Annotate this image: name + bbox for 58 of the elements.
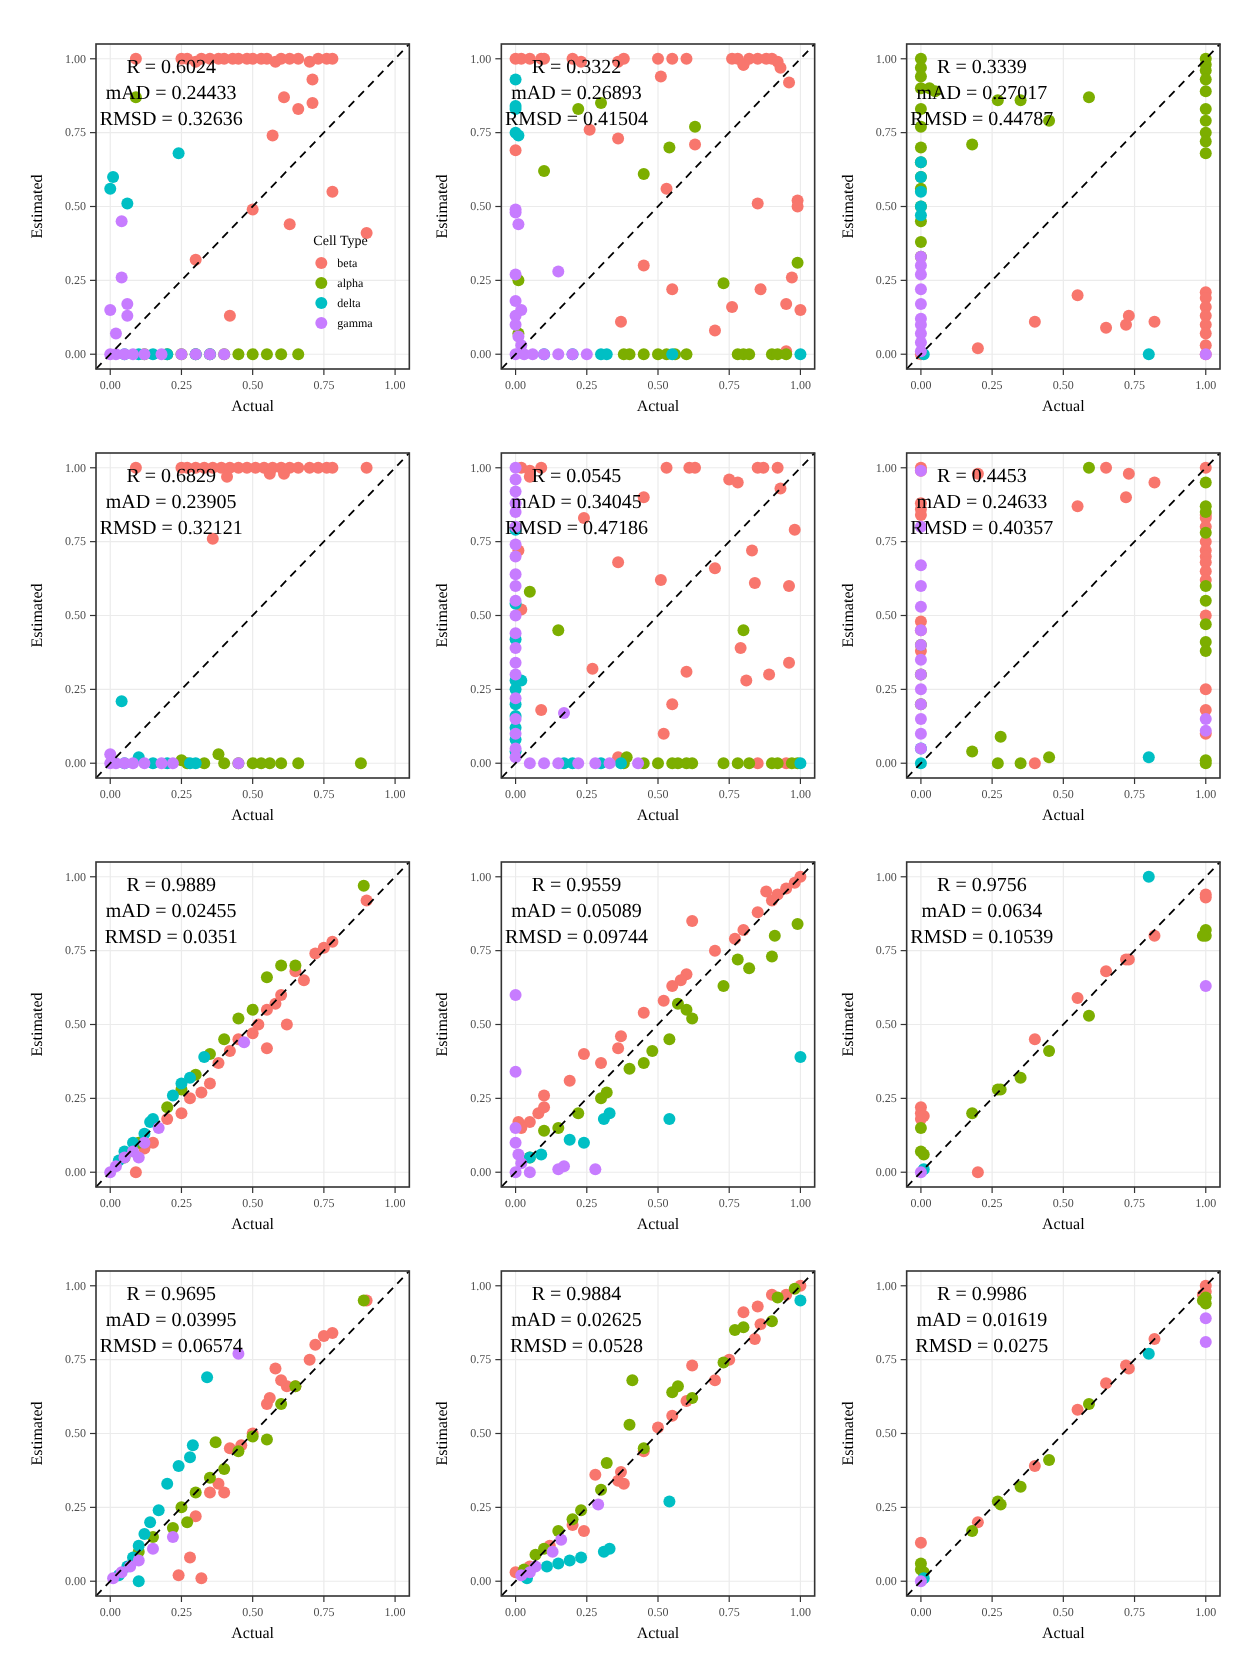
annotation: RMSD = 0.10539 (910, 927, 1054, 950)
annotation: R = 0.9986 (937, 1284, 1027, 1307)
annotation: R = 0.0545 (531, 466, 622, 489)
y-axis-title: Estimated (433, 992, 452, 1057)
x-axis-title: Actual (1042, 806, 1087, 824)
y-axis-title: Estimated (28, 174, 46, 239)
x-axis-title: Actual (636, 1215, 681, 1233)
annotation: mAD = 0.26893 (511, 83, 642, 106)
annotation: R = 0.6829 (126, 466, 217, 489)
annotation: mAD = 0.0634 (921, 901, 1043, 924)
annotation: RMSD = 0.0275 (915, 1336, 1049, 1359)
y-axis-title: Estimated (433, 1401, 452, 1466)
annotation: R = 0.3322 (531, 57, 622, 80)
y-axis-title: Estimated (433, 174, 452, 239)
y-axis-title: Estimated (28, 1401, 46, 1466)
y-axis-title: Estimated (433, 583, 452, 648)
annotation: R = 0.9884 (531, 1284, 622, 1307)
annotation: RMSD = 0.32636 (99, 109, 243, 132)
annotation: RMSD = 0.47186 (505, 518, 649, 541)
x-axis-title: Actual (636, 806, 681, 824)
annotation: mAD = 0.34045 (511, 492, 642, 515)
annotation: mAD = 0.23905 (105, 492, 237, 515)
y-axis-title: Estimated (838, 583, 857, 648)
annotation: R = 0.9695 (126, 1284, 217, 1307)
annotation: RMSD = 0.06574 (99, 1336, 243, 1359)
y-axis-title: Estimated (838, 992, 857, 1057)
annotation: mAD = 0.05089 (511, 901, 642, 924)
x-axis-title: Actual (231, 1624, 276, 1642)
annotation: R = 0.9889 (126, 875, 217, 898)
annotation: R = 0.4453 (937, 466, 1027, 489)
y-axis-title: Estimated (28, 992, 46, 1057)
x-axis-title: Actual (231, 397, 276, 415)
x-axis-title: Actual (231, 1215, 276, 1233)
x-axis-title: Actual (636, 397, 681, 415)
annotation: mAD = 0.24433 (105, 83, 237, 106)
x-axis-title: Actual (1042, 1624, 1087, 1642)
annotation: R = 0.3339 (937, 57, 1027, 80)
annotation: RMSD = 0.40357 (910, 518, 1054, 541)
annotation: RMSD = 0.41504 (505, 109, 649, 132)
x-axis-title: Actual (1042, 397, 1087, 415)
y-axis-title: Estimated (838, 1401, 857, 1466)
annotation: RMSD = 0.32121 (99, 518, 243, 541)
y-axis-title: Estimated (28, 583, 46, 648)
annotation: RMSD = 0.09744 (505, 927, 649, 950)
x-axis-title: Actual (636, 1624, 681, 1642)
annotation: R = 0.9756 (937, 875, 1027, 898)
annotation: mAD = 0.02455 (105, 901, 237, 924)
x-axis-title: Actual (1042, 1215, 1087, 1233)
annotation: mAD = 0.02625 (511, 1310, 642, 1333)
annotation: mAD = 0.03995 (105, 1310, 237, 1333)
annotation: RMSD = 0.0351 (104, 927, 238, 950)
x-axis-title: Actual (231, 806, 276, 824)
annotation: mAD = 0.27017 (916, 83, 1048, 106)
annotation: R = 0.9559 (531, 875, 622, 898)
annotation: R = 0.6024 (126, 57, 217, 80)
annotation: RMSD = 0.0528 (510, 1336, 644, 1359)
y-axis-title: Estimated (838, 174, 857, 239)
annotation: mAD = 0.01619 (916, 1310, 1048, 1333)
